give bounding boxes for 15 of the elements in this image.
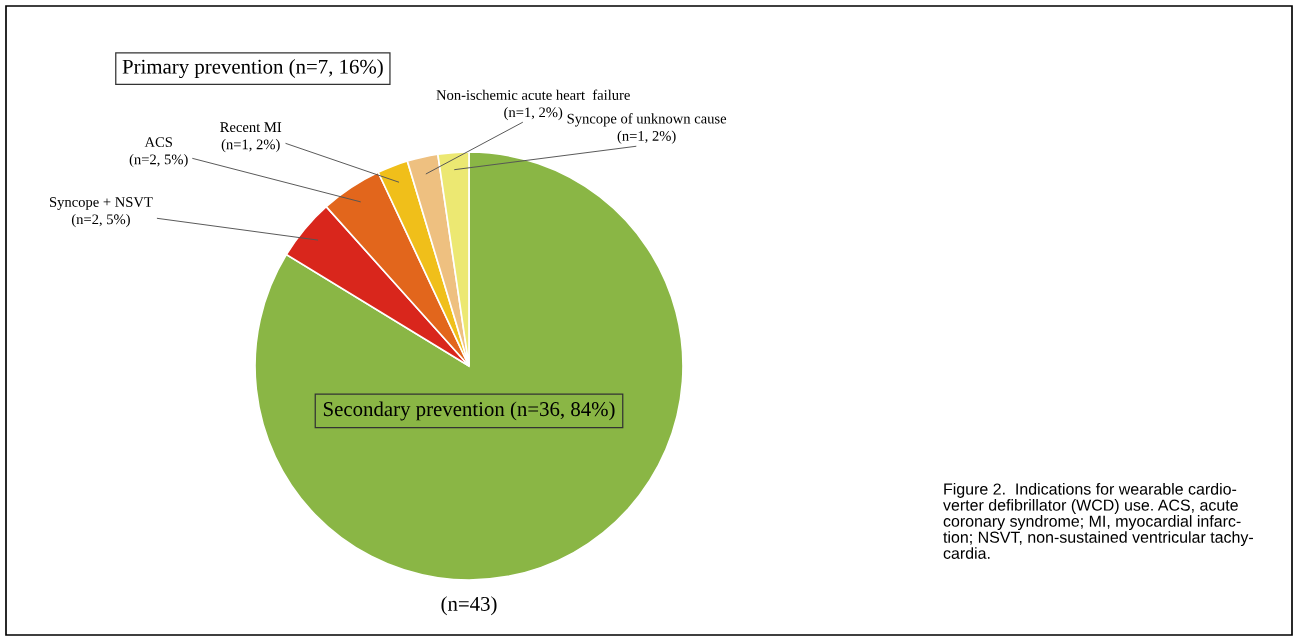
- data-label: (n=2, 5%): [129, 154, 188, 168]
- slice-label: Secondary prevention (n=36, 84%): [323, 401, 615, 421]
- data-label: (n=1, 2%): [504, 106, 563, 121]
- data-label: (n=2, 5%): [71, 213, 130, 228]
- pie-slice: [254, 151, 684, 581]
- slice-label: ACS: [144, 137, 172, 148]
- slice-label: Syncope + NSVT: [49, 197, 153, 210]
- slice-label: Recent MI: [220, 122, 282, 133]
- text: Primary prevention (n=7, 16%): [122, 59, 383, 79]
- data-label: (n=1, 2%): [617, 130, 676, 144]
- data-label: (n=1, 2%): [221, 139, 280, 153]
- text: (n=43): [441, 596, 497, 616]
- slice-label: Syncope of unknown cause: [567, 113, 727, 127]
- slice-label: Non-ischemic acute heart failure: [436, 89, 630, 100]
- caption: Figure 2. Indications for wearable cardio- verter defibrillator (WCD) use. ACS, acute coronary syndrome; MI, myocardial infarc- tion; NSVT, non-sustained ventricular tachy- cardia.: [943, 483, 1253, 559]
